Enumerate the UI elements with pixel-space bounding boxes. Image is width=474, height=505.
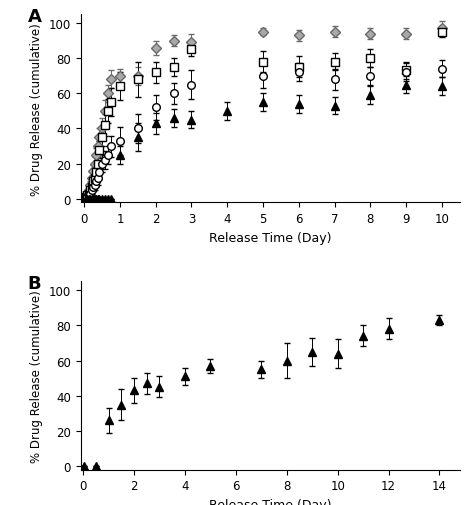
- Text: A: A: [27, 8, 41, 26]
- X-axis label: Release Time (Day): Release Time (Day): [209, 498, 331, 505]
- X-axis label: Release Time (Day): Release Time (Day): [209, 231, 331, 244]
- Y-axis label: % Drug Release (cumulative): % Drug Release (cumulative): [30, 23, 43, 195]
- Y-axis label: % Drug Release (cumulative): % Drug Release (cumulative): [30, 289, 43, 462]
- Text: B: B: [27, 274, 41, 292]
